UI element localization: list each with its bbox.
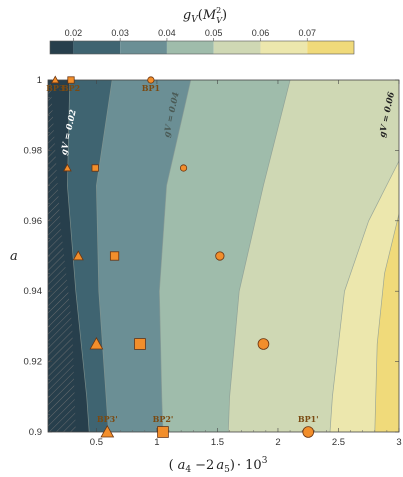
marker-triangle (100, 424, 115, 438)
axis-ticks: 0.5 1 1.5 2 2.5 3 0.9 0.92 0.94 0.96 0.98 1 (24, 75, 402, 448)
colorbar-swatch (50, 41, 74, 54)
marker-circle (147, 76, 155, 84)
contour-lines (67, 80, 399, 432)
y-tick-label: 0.96 (24, 216, 43, 227)
x-tick-label: 3 (396, 437, 401, 448)
y-tick-label: 0.9 (29, 427, 42, 438)
x-tick-label: 0.5 (90, 437, 103, 448)
excluded-region (48, 80, 76, 432)
colorbar-tick-label: 0.05 (205, 28, 223, 38)
benchmark-label: BP3' (97, 414, 118, 424)
colorbar-swatch (213, 41, 261, 54)
benchmark-label: BP3 (46, 83, 65, 93)
benchmark-label: BP1 (142, 83, 160, 93)
marker-square (109, 251, 120, 261)
plot-area: gV = 0.02 gV = 0.04 gV = 0.06 0.5 1 1.5 2 2.5 3… (24, 75, 402, 448)
contour-line (67, 80, 90, 432)
marker-triangle (72, 250, 84, 261)
marker-circle (257, 338, 270, 350)
marker-circle (179, 164, 188, 172)
x-tick-label: 1.5 (211, 437, 224, 448)
marker-square (157, 426, 169, 438)
y-tick-label: 1 (37, 75, 42, 86)
y-tick-label: 0.92 (24, 357, 43, 368)
y-axis-title: a (10, 249, 18, 264)
colorbar-swatch (260, 41, 308, 54)
marker-triangle (63, 163, 72, 172)
benchmark-label: BP2 (62, 83, 80, 93)
colorbar-swatch (73, 41, 121, 54)
marker-triangle (50, 75, 60, 84)
benchmark-label: BP1' (298, 414, 319, 424)
colorbar-swatch (166, 41, 214, 54)
x-tick-label: 1 (154, 437, 159, 448)
colorbar-ticks: 0.02 0.03 0.04 0.05 0.06 0.07 (65, 28, 316, 41)
contour-line (374, 213, 399, 432)
contour-line (96, 80, 113, 432)
colorbar-tick-label: 0.02 (65, 28, 83, 38)
colorbar-title: gV(M2 V) (183, 6, 227, 25)
y-tick-label: 0.94 (24, 286, 43, 297)
contour-line (329, 160, 399, 432)
x-axis-title: (a4 −2 a5) · 103 (169, 456, 268, 475)
colorbar-tick-label: 0.06 (252, 28, 270, 38)
marker-square (134, 338, 146, 350)
colorbar-swatches (49, 40, 355, 55)
marker-triangle (89, 336, 104, 350)
colorbar-tick-label: 0.04 (158, 28, 176, 38)
contour-line (159, 80, 192, 432)
x-tick-label: 2 (275, 437, 280, 448)
benchmark-label: BP2' (153, 414, 174, 424)
x-tick-label: 2.5 (332, 437, 345, 448)
marker-square (67, 76, 75, 84)
marker-circle (302, 426, 315, 438)
colorbar-swatch (120, 41, 167, 54)
marker-square (91, 164, 99, 172)
marker-circle (215, 251, 225, 261)
colorbar-tick-label: 0.07 (298, 28, 316, 38)
colorbar-tick-label: 0.03 (111, 28, 129, 38)
colorbar-swatch (307, 41, 354, 54)
colorbar: gV(M2 V) 0.02 0.03 0.04 0.05 0.06 0.07 (49, 6, 355, 55)
y-tick-label: 0.98 (24, 145, 43, 156)
contour-line (227, 80, 291, 432)
colorbar-frame (49, 40, 355, 55)
